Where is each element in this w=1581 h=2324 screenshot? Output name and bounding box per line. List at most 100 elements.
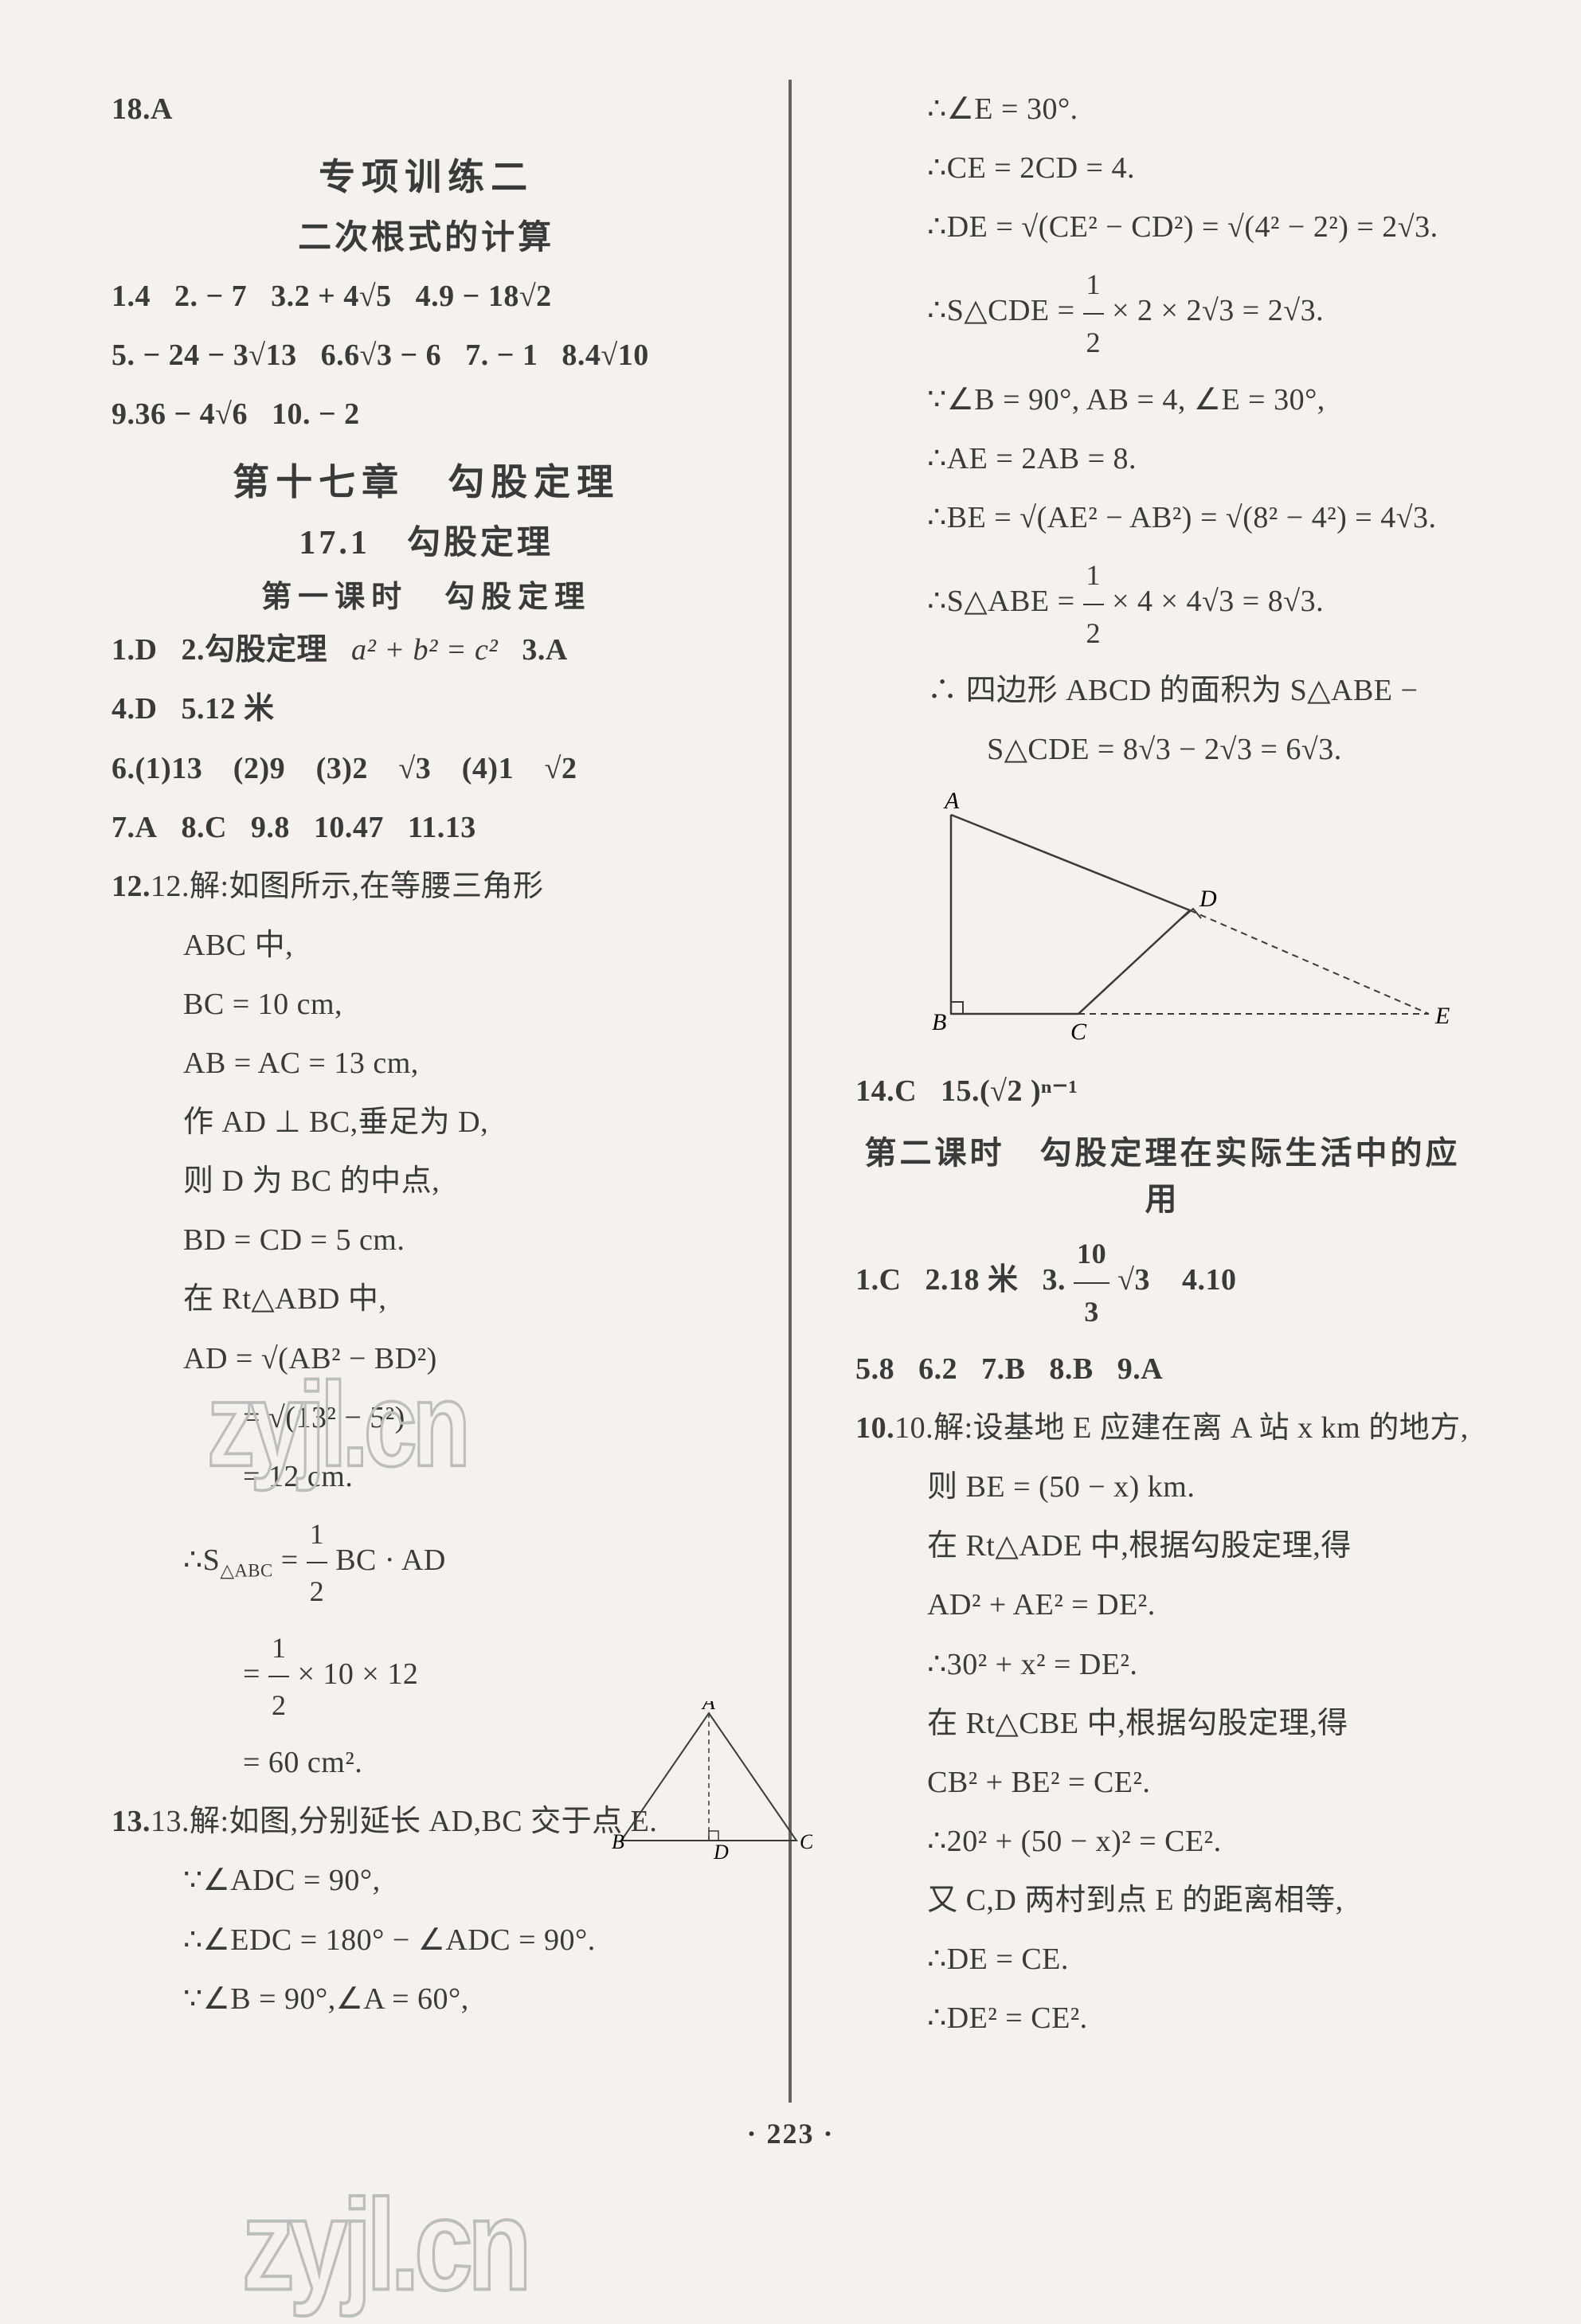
lesson-1-title: 第一课时 勾股定理	[112, 572, 741, 616]
ans: 7. − 1	[465, 338, 538, 372]
page: 18.A 专项训练二 二次根式的计算 1.4 2. − 7 3.2 + 4√5 …	[0, 0, 1581, 2324]
step: ∴∠E = 30°.	[855, 80, 1469, 139]
svg-text:C: C	[1070, 1019, 1087, 1045]
step: AD = √(AB² − BD²)	[112, 1329, 741, 1388]
step: ABC 中,	[112, 916, 741, 975]
step: ∵∠B = 90°,∠A = 60°,	[112, 1970, 741, 2029]
ans: 6.6√3 − 6	[321, 338, 442, 372]
ans: 3.2 + 4√5	[271, 280, 392, 313]
step: AB = AC = 13 cm,	[112, 1034, 741, 1093]
ans: 2. − 7	[174, 280, 247, 313]
answer-row: 9.36 − 4√6 10. − 2	[112, 385, 741, 444]
q10-head: 10.解:设基地 E 应建在离 A 站 x km 的地方,	[894, 1411, 1469, 1445]
q13-head: 13.解:如图,分别延长 AD,BC 交于点 E.	[151, 1805, 657, 1838]
step: 在 Rt△ABD 中,	[112, 1270, 741, 1328]
svg-text:A: A	[701, 1701, 715, 1714]
triangle-abc-figure: A B C D	[605, 1701, 812, 1860]
svg-text:D: D	[713, 1841, 729, 1860]
ans: 7.A	[112, 811, 157, 844]
ans: 10.47	[314, 811, 384, 844]
step: ∴S△CDE = 12 × 2 × 2√3 = 2√3.	[855, 256, 1469, 370]
ans: 4.D	[112, 692, 157, 726]
step: 作 AD ⊥ BC,垂足为 D,	[112, 1093, 741, 1152]
ans: 2.勾股定理	[181, 633, 327, 667]
ans: 11.13	[408, 811, 476, 844]
step: ∴DE = CE.	[855, 1930, 1469, 1989]
step: ∴20² + (50 − x)² = CE².	[855, 1812, 1469, 1871]
ans: 14.C	[855, 1074, 917, 1108]
ans: 8.B	[1049, 1352, 1093, 1386]
subtitle-quadratic: 二次根式的计算	[112, 210, 741, 259]
ans: 15.(√2 )ⁿ⁻¹	[941, 1074, 1078, 1108]
answer-row: 4.D 5.12 米	[112, 679, 741, 738]
step: ∴CE = 2CD = 4.	[855, 139, 1469, 198]
q12-head: 12.解:如图所示,在等腰三角形	[151, 870, 544, 903]
step: = 12 cm.	[112, 1447, 741, 1506]
answer-row: 7.A 8.C 9.8 10.47 11.13	[112, 798, 741, 857]
answer-row: 1.C 2.18 米 3. 103 √3 4.10	[855, 1226, 1469, 1340]
ans: 8.4√10	[562, 338, 648, 372]
section-title-special2: 专项训练二	[112, 148, 741, 201]
ans: 9.8	[251, 811, 290, 844]
page-number: · 223 ·	[112, 2117, 1469, 2150]
right-column: ∴∠E = 30°. ∴CE = 2CD = 4. ∴DE = √(CE² − …	[816, 80, 1469, 2103]
answer-row: 6.(1)13 (2)9 (3)2 √3 (4)1 √2	[112, 739, 741, 798]
step: 在 Rt△CBE 中,根据勾股定理,得	[855, 1694, 1469, 1753]
answer-row: 5.8 6.2 7.B 8.B 9.A	[855, 1340, 1469, 1399]
ans: 10. − 2	[272, 397, 360, 431]
formula: a² + b² = c²	[351, 633, 498, 667]
ans: 3.A	[522, 633, 567, 667]
ans: 9.36 − 4√6	[112, 397, 248, 431]
ans: 5.8	[855, 1352, 894, 1386]
answer-row: 1.D 2.勾股定理 a² + b² = c² 3.A	[112, 620, 741, 679]
step: 又 C,D 两村到点 E 的距离相等,	[855, 1871, 1469, 1930]
step: ∴30² + x² = DE².	[855, 1635, 1469, 1694]
ans: 1.4	[112, 280, 151, 313]
watermark-icon: zyjl.cn	[242, 2171, 526, 2319]
step: ∴S△ABE = 12 × 4 × 4√3 = 8√3.	[855, 547, 1469, 661]
step: ∴AE = 2AB = 8.	[855, 429, 1469, 488]
answer-row: 5. − 24 − 3√13 6.6√3 − 6 7. − 1 8.4√10	[112, 326, 741, 385]
svg-text:A: A	[943, 791, 960, 814]
ans: 6.2	[918, 1352, 957, 1386]
left-column: 18.A 专项训练二 二次根式的计算 1.4 2. − 7 3.2 + 4√5 …	[112, 80, 765, 2103]
step: 则 BE = (50 − x) km.	[855, 1457, 1469, 1516]
answer-row: 14.C 15.(√2 )ⁿ⁻¹	[855, 1062, 1469, 1121]
q18: 18.A	[112, 80, 741, 139]
chapter-17-title: 第十七章 勾股定理	[112, 453, 741, 506]
quadrilateral-figure: A B C D E	[903, 791, 1461, 1046]
ans: 7.B	[981, 1352, 1025, 1386]
step: ∴S△ABC = 12 BC · AD	[112, 1506, 741, 1620]
ans: 1.D	[112, 633, 157, 667]
section-17-1: 17.1 勾股定理	[112, 515, 741, 564]
step: BC = 10 cm,	[112, 975, 741, 1034]
step: ∵∠B = 90°, AB = 4, ∠E = 30°,	[855, 370, 1469, 429]
ans: 3. 103 √3	[1043, 1263, 1158, 1297]
step: 则 D 为 BC 的中点,	[112, 1152, 741, 1211]
step: = √(13² − 5²)	[112, 1388, 741, 1447]
step: ∴BE = √(AE² − AB²) = √(8² − 4²) = 4√3.	[855, 488, 1469, 547]
ans: 2.18 米	[926, 1263, 1019, 1297]
step: CB² + BE² = CE².	[855, 1753, 1469, 1812]
ans: 5. − 24 − 3√13	[112, 338, 297, 372]
lesson-2-title: 第二课时 勾股定理在实际生活中的应用	[855, 1127, 1469, 1219]
ans: 9.A	[1117, 1352, 1163, 1386]
svg-text:B: B	[932, 1009, 946, 1035]
step: ∴DE² = CE².	[855, 1989, 1469, 2048]
step: 在 Rt△ADE 中,根据勾股定理,得	[855, 1516, 1469, 1575]
svg-text:C: C	[800, 1830, 812, 1853]
step: S△CDE = 8√3 − 2√3 = 6√3.	[855, 720, 1469, 779]
svg-text:B: B	[612, 1830, 624, 1853]
answer-row: 1.4 2. − 7 3.2 + 4√5 4.9 − 18√2	[112, 267, 741, 326]
svg-text:D: D	[1199, 886, 1217, 912]
q12-block: 12.12.解:如图所示,在等腰三角形 ABC 中, BC = 10 cm, A…	[112, 857, 741, 1793]
ans: 1.C	[855, 1263, 901, 1297]
ans: 4.10	[1182, 1263, 1237, 1297]
two-column-layout: 18.A 专项训练二 二次根式的计算 1.4 2. − 7 3.2 + 4√5 …	[112, 80, 1469, 2103]
step: BD = CD = 5 cm.	[112, 1211, 741, 1270]
svg-text:E: E	[1434, 1003, 1450, 1029]
step: AD² + AE² = DE².	[855, 1575, 1469, 1634]
step: ∴ 四边形 ABCD 的面积为 S△ABE −	[855, 661, 1469, 720]
ans: 8.C	[181, 811, 226, 844]
step: ∴DE = √(CE² − CD²) = √(4² − 2²) = 2√3.	[855, 198, 1469, 256]
